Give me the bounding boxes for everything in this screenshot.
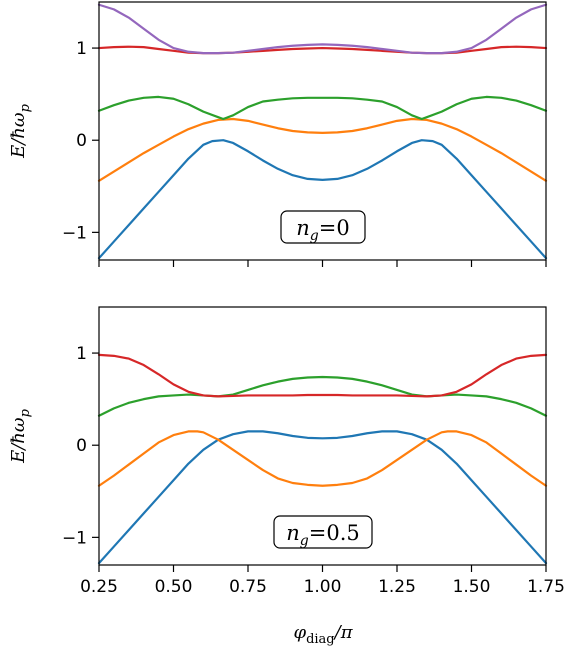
annotation-label: ng=0 [296, 216, 349, 244]
annotation-label: ng=0.5 [286, 521, 360, 549]
annotation-box [280, 210, 366, 244]
x-tick-label: 0.25 [80, 577, 118, 597]
series-line-3 [97, 95, 548, 121]
y-tick-label: 1 [76, 344, 87, 364]
panel-bottom: −1 0 1 0.25 0.50 0.75 1.00 1.25 1.50 1.75 E/ħωp ng=… [8, 306, 565, 597]
series-line-4 [97, 353, 548, 398]
x-tick-label: 1.25 [378, 577, 416, 597]
x-tick-label: 0.50 [155, 577, 193, 597]
y-axis-label: E/ħωp [8, 408, 33, 463]
panel-top: −1 0 1 E/ħωp ng=0 [8, 1, 548, 267]
x-tick-label: 1.75 [527, 577, 565, 597]
x-tick-label: 1.50 [453, 577, 491, 597]
annotation-box [273, 515, 373, 549]
y-tick-label: −1 [62, 528, 87, 548]
x-tick-label: 0.75 [229, 577, 267, 597]
x-tick-label: 1.00 [304, 577, 342, 597]
series-line-2 [97, 117, 548, 182]
series-line-5 [97, 3, 548, 55]
y-tick-label: −1 [62, 223, 87, 243]
series-line-1 [97, 139, 548, 260]
y-tick-label: 1 [76, 39, 87, 59]
y-tick-label: 0 [76, 436, 87, 456]
series-line-2 [97, 430, 548, 487]
series-line-4 [97, 45, 548, 55]
x-axis-label: φdiag/π [293, 622, 353, 647]
series-line-3 [97, 375, 548, 417]
y-axis-label: E/ħωp [8, 103, 33, 158]
series-line-1 [97, 430, 548, 565]
y-tick-label: 0 [76, 131, 87, 151]
